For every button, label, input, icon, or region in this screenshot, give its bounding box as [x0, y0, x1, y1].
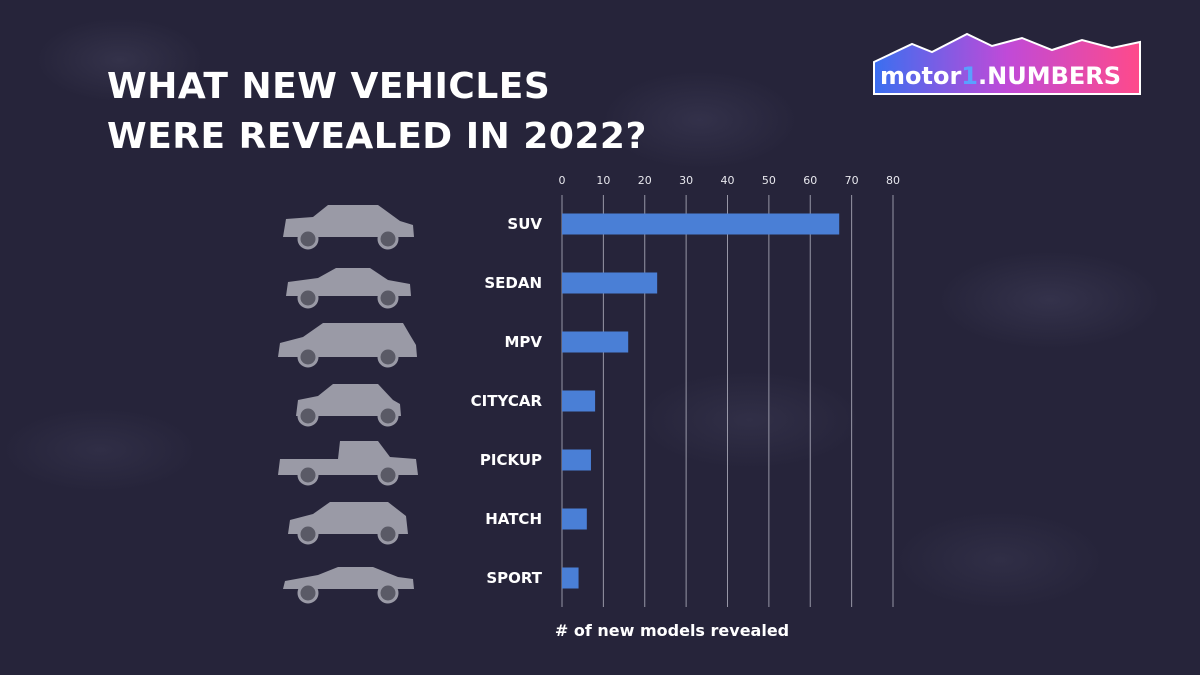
sedan-icon [286, 268, 411, 309]
category-label: HATCH [485, 510, 542, 528]
logo-number: 1 [961, 62, 978, 90]
sport-icon [283, 567, 414, 604]
category-label: SUV [507, 215, 542, 233]
x-tick-label: 50 [762, 174, 776, 187]
logo-text: motor [880, 62, 962, 90]
hatch-icon [288, 502, 408, 545]
bar-suv [562, 213, 840, 235]
page-title: WHAT NEW VEHICLES WERE REVEALED IN 2022? [107, 62, 647, 162]
x-tick-label: 30 [679, 174, 693, 187]
citycar-icon [296, 384, 401, 427]
x-tick-label: 80 [886, 174, 900, 187]
category-label: SEDAN [484, 274, 542, 292]
title-line-1: WHAT NEW VEHICLES [107, 66, 551, 107]
pickup-icon [278, 441, 418, 486]
category-label: PICKUP [480, 451, 542, 469]
mountain-logo-icon [873, 32, 1141, 95]
bar-citycar [562, 390, 596, 412]
x-tick-label: 60 [803, 174, 817, 187]
category-label: CITYCAR [471, 392, 543, 410]
mpv-icon [278, 323, 417, 368]
motor1-numbers-logo: motor1.NUMBERS [872, 32, 1144, 102]
category-label: MPV [504, 333, 542, 351]
bar-hatch [562, 508, 587, 530]
suv-icon [283, 205, 414, 250]
x-tick-label: 70 [845, 174, 859, 187]
x-tick-label: 10 [596, 174, 610, 187]
bar-mpv [562, 331, 629, 353]
category-label: SPORT [486, 569, 542, 587]
x-tick-label: 20 [638, 174, 652, 187]
bar-sedan [562, 272, 658, 294]
bar-pickup [562, 449, 591, 471]
x-tick-label: 0 [559, 174, 566, 187]
x-axis-label: # of new models revealed [555, 621, 789, 640]
logo-suffix: .NUMBERS [978, 62, 1122, 90]
x-tick-label: 40 [721, 174, 735, 187]
bar-sport [562, 567, 579, 589]
title-line-2: WERE REVEALED IN 2022? [107, 116, 647, 157]
